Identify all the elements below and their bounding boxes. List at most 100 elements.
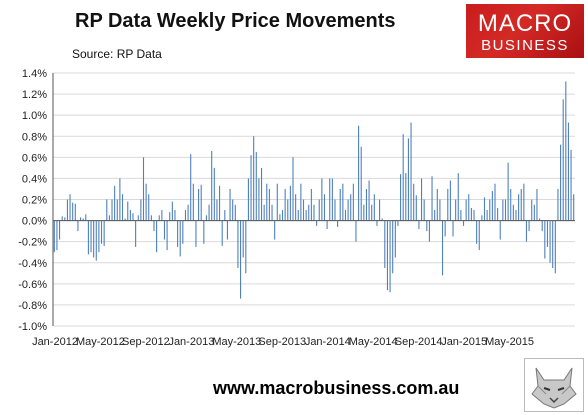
bar	[342, 183, 344, 221]
bar	[195, 220, 197, 247]
y-tick-label: -0.2%	[18, 237, 47, 249]
bar	[179, 220, 181, 257]
bar	[428, 220, 430, 242]
bar	[245, 220, 247, 274]
bar	[268, 188, 270, 221]
bar	[491, 191, 493, 221]
bar	[499, 220, 501, 240]
bar	[95, 220, 97, 261]
bar	[226, 220, 228, 240]
y-tick-label: -0.6%	[18, 279, 47, 291]
page-title: RP Data Weekly Price Movements	[75, 10, 396, 32]
bar	[124, 218, 126, 221]
logo-line2: BUSINESS	[481, 37, 569, 54]
y-tick-label: -1.0%	[18, 321, 47, 333]
bar	[478, 220, 480, 251]
bar	[504, 199, 507, 221]
bar	[376, 220, 378, 226]
bar	[415, 195, 417, 221]
bar	[240, 220, 242, 299]
bar	[546, 220, 549, 247]
bar	[142, 157, 145, 221]
x-tick-label: May-2013	[212, 336, 261, 348]
bar	[100, 220, 103, 244]
bar	[198, 188, 200, 221]
bar	[61, 216, 63, 221]
y-tick-label: -0.8%	[18, 300, 47, 312]
x-tick-label: Jan-2012	[32, 336, 78, 348]
bar	[434, 210, 436, 221]
bar	[554, 220, 556, 274]
bar	[53, 220, 55, 253]
x-tick-label: May-2012	[76, 336, 125, 348]
x-axis-labels: Jan-2012May-2012Sep-2012Jan-2013May-2013…	[32, 336, 534, 348]
bar	[392, 220, 394, 274]
bar	[260, 167, 263, 221]
x-tick-label: Sep-2014	[395, 336, 443, 348]
bar	[190, 154, 192, 221]
bar	[397, 220, 399, 226]
bar	[98, 220, 100, 253]
x-tick-label: May-2015	[485, 336, 534, 348]
bar	[203, 220, 205, 244]
bar	[436, 188, 438, 221]
bar	[465, 199, 467, 221]
bar	[116, 199, 118, 221]
bar	[326, 220, 328, 230]
bar	[339, 188, 341, 221]
bar	[137, 215, 139, 221]
bar	[494, 183, 496, 221]
macro-business-logo: MACRO BUSINESS	[466, 4, 584, 58]
bar	[423, 199, 425, 221]
bar	[449, 180, 451, 221]
y-tick-label: 0.2%	[22, 195, 47, 207]
bar	[476, 220, 478, 244]
bar	[253, 136, 255, 221]
bar	[174, 210, 176, 221]
bar	[224, 210, 226, 221]
bar	[77, 220, 79, 232]
bar	[216, 199, 218, 221]
bar	[119, 178, 121, 221]
bar	[271, 204, 273, 221]
bar	[59, 220, 61, 240]
bar	[69, 194, 71, 221]
bar	[473, 210, 475, 221]
bar	[237, 220, 239, 269]
bar	[560, 144, 562, 221]
bar	[402, 134, 404, 221]
bar	[234, 204, 236, 221]
bar	[562, 99, 564, 221]
bar	[177, 220, 179, 247]
bar	[72, 202, 74, 221]
bar	[263, 204, 265, 221]
bar	[129, 210, 131, 221]
bar	[229, 188, 231, 221]
bar	[523, 183, 525, 221]
bar	[127, 201, 129, 221]
bar	[489, 199, 491, 221]
bar	[421, 178, 423, 221]
chart-bars	[53, 81, 575, 299]
bar	[512, 204, 514, 221]
bar	[200, 184, 202, 221]
bar	[502, 199, 504, 221]
bar	[161, 210, 163, 221]
bar	[371, 204, 373, 221]
bar	[313, 204, 315, 221]
bar	[111, 199, 113, 221]
bar	[247, 178, 249, 221]
bar	[308, 204, 310, 221]
bar	[539, 218, 541, 221]
bar	[103, 220, 105, 246]
bar	[533, 204, 535, 221]
y-tick-label: 1.4%	[22, 68, 47, 80]
bar	[140, 199, 142, 221]
bar	[219, 185, 221, 221]
bar	[66, 199, 68, 221]
bar	[323, 194, 326, 221]
y-tick-label: 0.4%	[22, 173, 47, 185]
bar	[352, 183, 354, 221]
bar	[567, 122, 569, 221]
bar	[468, 194, 470, 221]
